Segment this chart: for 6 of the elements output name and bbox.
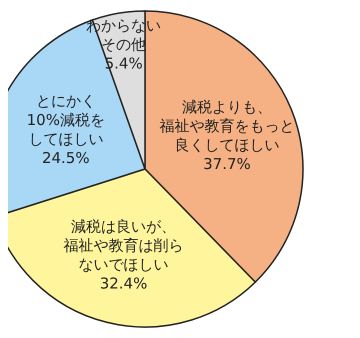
data-label: 32.4% [100, 274, 148, 292]
data-label: 24.5% [42, 149, 90, 168]
slice-label: とにかく10%減税をしてほしい [26, 92, 105, 148]
slice-label: 減税よりも、福祉や教育をもっと良くしてほしい [159, 98, 294, 154]
data-label: 37.7% [203, 155, 251, 174]
slice-label: 減税は良いが、福祉や教育は削らないでほしい [64, 217, 184, 274]
